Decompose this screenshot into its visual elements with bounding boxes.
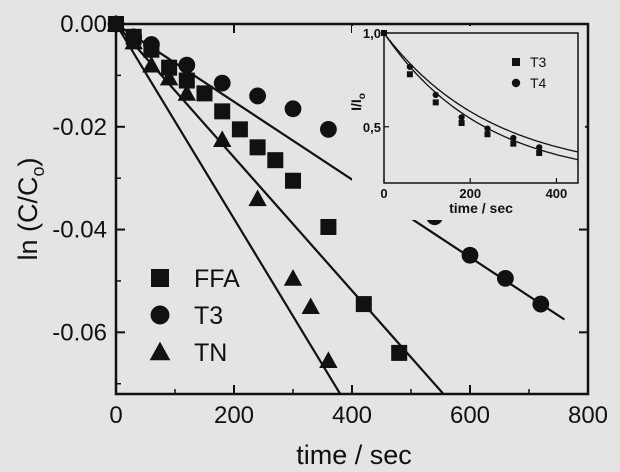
inset-legend-marker-t3 bbox=[512, 58, 520, 66]
inset-y-tick-label: 0,5 bbox=[363, 120, 381, 135]
inset-plot: 0 200 400 1,0 0,5 time / sec I/Io T3 T4 bbox=[348, 26, 585, 220]
inset-data-point-t4 bbox=[432, 91, 439, 99]
data-point-tn bbox=[142, 55, 161, 73]
data-point-t3 bbox=[178, 56, 196, 74]
inset-legend-label-t3: T3 bbox=[530, 54, 547, 70]
data-point-tn bbox=[177, 84, 196, 101]
legend-marker-tn bbox=[149, 341, 171, 361]
data-point-t3 bbox=[143, 36, 160, 53]
data-point-t3 bbox=[249, 87, 266, 105]
inset-y-tick-label: 1,0 bbox=[363, 26, 381, 41]
data-point-t3 bbox=[213, 74, 231, 92]
data-point-t3 bbox=[320, 120, 337, 138]
legend-label-t3: T3 bbox=[194, 302, 223, 330]
inset-x-tick-label: 200 bbox=[459, 186, 481, 201]
y-tick-label: -0.02 bbox=[52, 114, 107, 141]
inset-fit-curve-t4 bbox=[384, 33, 578, 153]
data-point-ffa bbox=[196, 85, 213, 102]
inset-data-point-t3 bbox=[432, 99, 439, 106]
inset-data-point-t4 bbox=[510, 134, 517, 142]
inset-data-point-t3 bbox=[484, 131, 491, 138]
data-point-tn bbox=[106, 14, 126, 32]
inset-legend-label-t4: T4 bbox=[530, 75, 547, 91]
main-plot: 0 200 400 600 800 0.00 -0.02 -0.04 -0.06 time / s… bbox=[13, 11, 608, 470]
inset-x-tick-label: 0 bbox=[380, 186, 387, 201]
data-point-ffa bbox=[249, 139, 266, 156]
inset-legend-marker-t4 bbox=[511, 78, 521, 88]
data-point-ffa bbox=[285, 172, 301, 189]
inset-data-point-t3 bbox=[406, 71, 413, 78]
data-point-ffa bbox=[178, 72, 195, 89]
data-point-tn bbox=[248, 189, 267, 207]
data-point-tn bbox=[213, 130, 232, 147]
x-tick-label: 400 bbox=[332, 402, 372, 429]
data-point-ffa bbox=[267, 152, 284, 169]
data-point-t3 bbox=[532, 295, 550, 313]
inset-y-axis-title: I/Io bbox=[348, 93, 368, 111]
y-tick-label: 0.00 bbox=[60, 11, 107, 38]
inset-data-point-t4 bbox=[406, 63, 414, 70]
data-point-tn bbox=[283, 269, 303, 286]
inset-frame bbox=[383, 32, 579, 184]
inset-data-point-t4 bbox=[484, 125, 491, 132]
data-point-ffa bbox=[391, 344, 408, 361]
x-tick-label: 200 bbox=[214, 402, 254, 429]
inset-fit-curve-t3 bbox=[384, 33, 578, 161]
data-point-t3 bbox=[284, 100, 302, 118]
inset-background bbox=[352, 26, 585, 220]
legend-marker-ffa bbox=[151, 269, 169, 287]
inset-x-tick-label: 400 bbox=[546, 186, 568, 201]
inset-data-point-t3 bbox=[536, 150, 543, 156]
fit-line-t3 bbox=[116, 24, 566, 321]
data-point-ffa bbox=[231, 121, 248, 138]
data-point-ffa bbox=[214, 103, 231, 120]
legend-label-tn: TN bbox=[194, 339, 227, 367]
y-tick-label: -0.04 bbox=[52, 217, 107, 244]
data-point-ffa bbox=[161, 59, 178, 76]
inset-x-axis-title: time / sec bbox=[449, 200, 513, 216]
data-point-tn bbox=[319, 351, 338, 368]
inset-data-point-t4 bbox=[536, 144, 543, 151]
data-point-tn bbox=[159, 68, 179, 86]
inset-data-point-t3 bbox=[458, 120, 465, 126]
data-point-t3 bbox=[461, 246, 479, 264]
data-point-tn bbox=[124, 32, 143, 50]
data-point-ffa bbox=[355, 296, 372, 313]
data-point-ffa bbox=[320, 218, 337, 235]
x-axis-title: time / sec bbox=[296, 440, 412, 470]
y-axis-title: ln (C/Co) bbox=[13, 157, 48, 260]
legend-marker-t3 bbox=[150, 305, 170, 325]
data-point-t3 bbox=[497, 269, 514, 287]
inset-data-point-t3 bbox=[510, 140, 517, 147]
data-point-tn bbox=[301, 297, 320, 314]
fit-line-ffa bbox=[116, 24, 445, 394]
x-tick-label: 0 bbox=[109, 402, 122, 429]
x-tick-label: 600 bbox=[450, 402, 490, 429]
x-tick-label: 800 bbox=[568, 402, 608, 429]
legend-label-ffa: FFA bbox=[194, 265, 240, 293]
y-tick-label: -0.06 bbox=[52, 319, 107, 346]
inset-data-point-t4 bbox=[380, 29, 388, 37]
inset-data-point-t4 bbox=[458, 114, 465, 121]
fit-line-tn bbox=[116, 24, 342, 394]
